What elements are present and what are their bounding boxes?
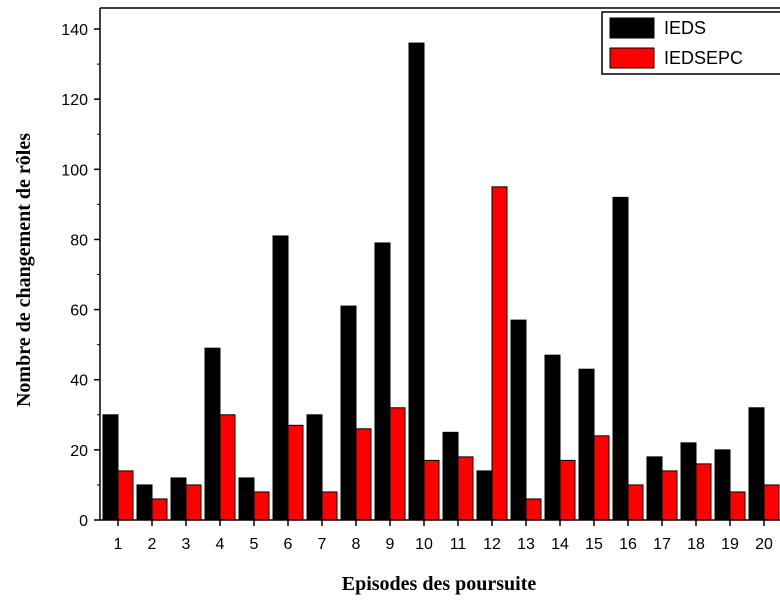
y-tick-label-140: 140 [61, 22, 88, 39]
legend: IEDS IEDSEPC [601, 11, 780, 75]
bar-ieds-20 [748, 407, 765, 521]
bar-ieds-1 [102, 414, 119, 521]
bar-iedsepc-18 [695, 463, 712, 521]
y-tick-label-100: 100 [61, 162, 88, 179]
bar-iedsepc-2 [151, 498, 168, 521]
bar-iedsepc-20 [763, 484, 780, 521]
y-tick-label-40: 40 [70, 373, 88, 390]
x-tick-label-20: 20 [755, 536, 773, 553]
bar-ieds-2 [136, 484, 153, 521]
x-tick-label-12: 12 [483, 536, 501, 553]
legend-swatch-iedsepc [609, 47, 655, 69]
x-tick-label-15: 15 [585, 536, 603, 553]
bar-ieds-14 [544, 354, 561, 521]
x-tick-label-1: 1 [114, 536, 123, 553]
y-axis-title: Nombre de changement de rôles [13, 133, 35, 407]
bar-iedsepc-6 [287, 424, 304, 521]
x-tick-label-5: 5 [250, 536, 259, 553]
bar-ieds-18 [680, 442, 697, 521]
bar-ieds-15 [578, 368, 595, 521]
x-tick-label-11: 11 [450, 536, 467, 553]
x-tick-label-3: 3 [182, 536, 191, 553]
bar-iedsepc-9 [389, 407, 406, 521]
bar-ieds-19 [714, 449, 731, 521]
bar-iedsepc-10 [423, 459, 440, 521]
y-ticks-group: 0 20 40 60 80 100 120 140 [61, 22, 100, 530]
x-tick-label-9: 9 [386, 536, 395, 553]
x-tick-label-7: 7 [318, 536, 327, 553]
bar-ieds-12 [476, 470, 493, 521]
y-tick-label-120: 120 [61, 92, 88, 109]
bar-iedsepc-11 [457, 456, 474, 521]
bar-ieds-11 [442, 431, 459, 521]
bar-iedsepc-15 [593, 435, 610, 521]
bar-iedsepc-13 [525, 498, 542, 521]
y-tick-label-60: 60 [70, 303, 88, 320]
x-tick-label-17: 17 [653, 536, 671, 553]
bar-ieds-3 [170, 477, 187, 521]
y-tick-label-80: 80 [70, 232, 88, 249]
y-tick-label-20: 20 [70, 443, 88, 460]
x-tick-label-8: 8 [352, 536, 361, 553]
x-tick-label-4: 4 [216, 536, 225, 553]
bar-ieds-16 [612, 196, 629, 521]
x-tick-label-16: 16 [619, 536, 637, 553]
bar-ieds-8 [340, 305, 357, 521]
bar-iedsepc-17 [661, 470, 678, 521]
bar-iedsepc-3 [185, 484, 202, 521]
legend-swatch-ieds [609, 17, 655, 39]
bar-ieds-9 [374, 242, 391, 521]
bar-iedsepc-5 [253, 491, 270, 521]
bar-iedsepc-14 [559, 459, 576, 521]
x-tick-label-19: 19 [721, 536, 739, 553]
bars-group [102, 42, 780, 521]
y-tick-label-0: 0 [79, 513, 88, 530]
bar-ieds-13 [510, 319, 527, 521]
x-tick-label-18: 18 [687, 536, 705, 553]
bar-iedsepc-1 [117, 470, 134, 521]
bar-iedsepc-7 [321, 491, 338, 521]
bar-iedsepc-19 [729, 491, 746, 521]
axes-group [99, 7, 780, 521]
x-tick-label-10: 10 [415, 536, 433, 553]
x-tick-label-6: 6 [284, 536, 293, 553]
bar-ieds-10 [408, 42, 425, 521]
bar-ieds-7 [306, 414, 323, 521]
legend-label-ieds: IEDS [664, 18, 706, 38]
bar-iedsepc-12 [491, 186, 508, 521]
bar-iedsepc-8 [355, 428, 372, 521]
bar-iedsepc-16 [627, 484, 644, 521]
bar-iedsepc-4 [219, 414, 236, 521]
x-tick-label-14: 14 [551, 536, 569, 553]
x-tick-label-2: 2 [148, 536, 157, 553]
legend-label-iedsepc: IEDSEPC [664, 48, 743, 68]
bar-ieds-4 [204, 347, 221, 521]
bar-ieds-17 [646, 456, 663, 521]
bar-ieds-6 [272, 235, 289, 521]
bar-ieds-5 [238, 477, 255, 521]
x-tick-label-13: 13 [517, 536, 535, 553]
x-axis-title: Episodes des poursuite [342, 573, 537, 595]
x-ticks-group: 1 2 3 4 5 6 7 8 9 10 11 12 13 14 15 16 17 18 19 20 [114, 520, 773, 553]
